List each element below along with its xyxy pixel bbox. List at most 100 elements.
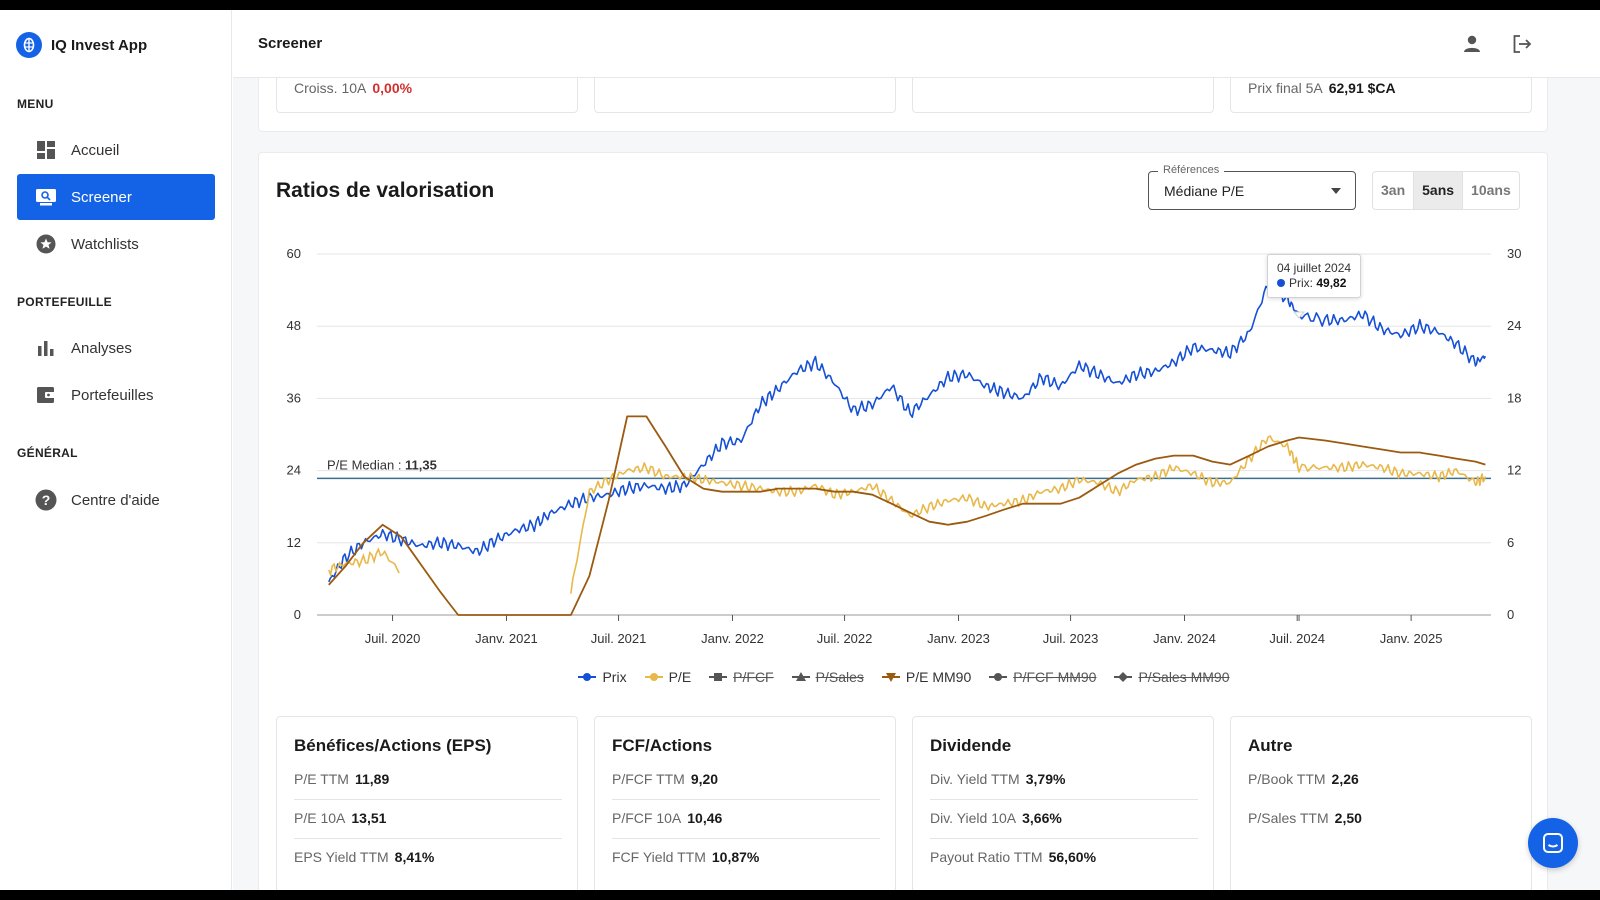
metric-row: P/Sales TTM 2,50 [1248, 800, 1516, 839]
x-tick-label: Janv. 2024 [1153, 631, 1216, 646]
legend-label: P/FCF MM90 [1013, 669, 1097, 685]
x-tick-label: Janv. 2022 [701, 631, 764, 646]
logout-button[interactable] [1508, 30, 1536, 58]
legend-item-p-fcf[interactable]: P/FCF [709, 669, 774, 685]
metric-row: Payout Ratio TTM 56,60% [930, 839, 1198, 878]
metric-card-eps: Bénéfices/Actions (EPS) P/E TTM 11,89 P/E… [276, 716, 578, 890]
legend-item-p-fcf-mm90[interactable]: P/FCF MM90 [989, 669, 1096, 685]
help-icon: ? [35, 489, 57, 511]
sidebar-item-centre-aide[interactable]: ? Centre d'aide [17, 477, 215, 523]
metric-card-fcf: FCF/Actions P/FCF TTM 9,20 P/FCF 10A 10,46… [594, 716, 896, 890]
legend-item-prix[interactable]: Prix [578, 669, 627, 685]
triangle-down-marker-icon [881, 673, 900, 682]
x-tick-label: Juil. 2022 [817, 631, 873, 646]
legend-item-p-sales-mm90[interactable]: P/Sales MM90 [1114, 669, 1230, 685]
tooltip-series: Prix: [1289, 276, 1313, 290]
period-toggle-group: 3an 5ans 10ans [1372, 171, 1520, 210]
metric-label: FCF Yield TTM [612, 849, 706, 865]
final-price-row: Prix final 5A 62,91 $CA [1248, 80, 1396, 96]
y-right-tick-label: 6 [1507, 535, 1514, 550]
y-left-tick-label: 12 [287, 535, 301, 550]
series-line-prix [328, 280, 1487, 583]
sidebar-item-label: Watchlists [71, 235, 139, 253]
sidebar: IQ Invest App MENU Accueil Screener Watc… [0, 10, 232, 890]
metric-value: 13,51 [351, 810, 387, 826]
metric-value: 10,87% [711, 849, 760, 865]
legend-item-p-sales[interactable]: P/Sales [791, 669, 864, 685]
sidebar-item-screener[interactable]: Screener [17, 174, 215, 220]
chart-title: Ratios de valorisation [276, 179, 495, 202]
sidebar-item-label: Screener [71, 188, 132, 206]
summary-card-2 [594, 78, 896, 113]
legend-item-p-e[interactable]: P/E [644, 669, 691, 685]
square-marker-icon [709, 673, 728, 681]
legend-label: Prix [602, 669, 627, 685]
y-left-tick-label: 0 [294, 607, 301, 622]
x-tick-label: Juil. 2023 [1043, 631, 1099, 646]
metric-card-other: Autre P/Book TTM 2,26 P/Sales TTM 2,50 [1230, 716, 1532, 890]
chart-legend: Prix P/E P/FCF P/Sales P/E MM90 P/FCF MM90 P/S… [259, 669, 1549, 685]
card-title: Autre [1248, 736, 1293, 755]
legend-label: P/Sales MM90 [1138, 669, 1230, 685]
card-title: FCF/Actions [612, 736, 713, 755]
svg-text:?: ? [42, 492, 51, 508]
y-right-tick-label: 0 [1507, 607, 1514, 622]
x-tick-label: Janv. 2021 [475, 631, 538, 646]
legend-label: P/Sales [815, 669, 864, 685]
metric-value: 2,50 [1334, 810, 1362, 826]
summary-card-3 [912, 78, 1214, 113]
top-header: Screener [233, 10, 1600, 78]
y-left-tick-label: 48 [287, 318, 301, 333]
page-title: Screener [258, 35, 323, 52]
y-right-tick-label: 12 [1507, 463, 1521, 478]
references-select[interactable]: Références Médiane P/E [1148, 164, 1356, 210]
diamond-marker-icon [1114, 672, 1133, 682]
metric-value: 56,60% [1048, 849, 1097, 865]
y-left-tick-label: 36 [287, 390, 301, 405]
main-content: Croiss. 10A 0,00% Prix final 5A 62,91 $CA … [233, 78, 1600, 890]
final-price-label: Prix final 5A [1248, 80, 1323, 96]
references-label: Références [1158, 164, 1225, 176]
period-5y-button[interactable]: 5ans [1414, 172, 1464, 209]
card-title: Dividende [930, 736, 1012, 755]
metric-label: Div. Yield 10A [930, 810, 1017, 826]
legend-item-p-e-mm90[interactable]: P/E MM90 [881, 669, 971, 685]
valuation-chart[interactable]: 0 12 24 36 48 60 0 6 12 18 24 30 Juil. 2020 Janv. 2… [259, 228, 1549, 658]
brand[interactable]: IQ Invest App [16, 32, 147, 58]
tooltip-pointer [1292, 311, 1306, 319]
screener-icon [35, 186, 57, 208]
dashboard-icon [35, 139, 57, 161]
menu-section-title: MENU [17, 97, 54, 111]
y-left-tick-label: 24 [287, 463, 301, 478]
period-3y-button[interactable]: 3an [1373, 172, 1415, 209]
metric-label: P/E TTM [294, 771, 349, 787]
user-button[interactable] [1458, 30, 1486, 58]
legend-label: P/FCF [733, 669, 774, 685]
wallet-icon [35, 384, 57, 406]
metric-label: Payout Ratio TTM [930, 849, 1043, 865]
growth-10y-row: Croiss. 10A 0,00% [294, 80, 412, 96]
sidebar-item-watchlists[interactable]: Watchlists [17, 221, 215, 267]
series-line-p-e-mm90 [328, 415, 1486, 616]
metric-value: 11,89 [354, 771, 390, 787]
metric-row: Div. Yield TTM 3,79% [930, 761, 1198, 800]
metric-label: P/Book TTM [1248, 771, 1326, 787]
sidebar-item-accueil[interactable]: Accueil [17, 127, 215, 173]
metric-row: P/E 10A 13,51 [294, 800, 562, 839]
prix-dot-icon [1277, 279, 1285, 287]
circle-marker-icon [989, 673, 1008, 681]
chat-button[interactable] [1528, 818, 1578, 868]
metric-value: 3,66% [1022, 810, 1062, 826]
logout-icon [1513, 35, 1532, 53]
chevron-down-icon [1331, 188, 1341, 194]
circle-marker-icon [644, 673, 663, 681]
period-10y-button[interactable]: 10ans [1471, 182, 1511, 198]
y-right-tick-label: 30 [1507, 246, 1521, 261]
metric-label: P/Sales TTM [1248, 810, 1329, 826]
sidebar-item-label: Centre d'aide [71, 491, 160, 509]
sidebar-item-analyses[interactable]: Analyses [17, 325, 215, 371]
series-line-pe-early [328, 547, 400, 578]
metric-value: 9,20 [690, 771, 719, 787]
sidebar-item-portefeuilles[interactable]: Portefeuilles [17, 372, 215, 418]
summary-card-4: Prix final 5A 62,91 $CA [1230, 78, 1532, 113]
